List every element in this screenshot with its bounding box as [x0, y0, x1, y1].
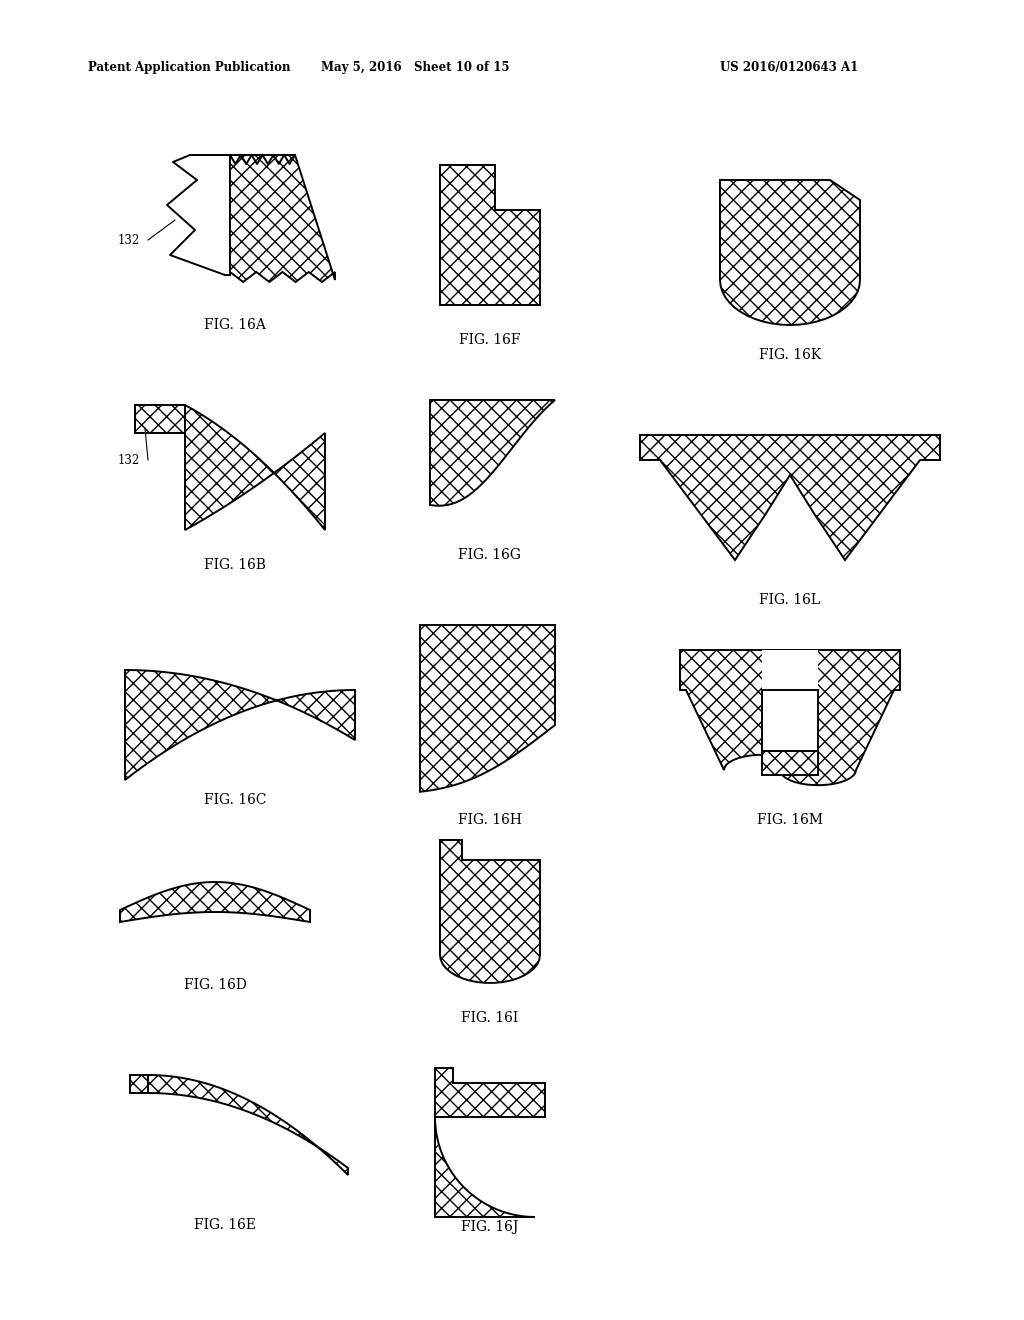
Text: FIG. 16D: FIG. 16D	[183, 978, 247, 993]
Polygon shape	[680, 649, 900, 785]
Text: FIG. 16I: FIG. 16I	[462, 1011, 518, 1026]
Polygon shape	[440, 840, 540, 983]
Text: 132: 132	[118, 234, 140, 247]
Text: FIG. 16H: FIG. 16H	[458, 813, 522, 828]
Bar	[762, 649, 818, 772]
Text: FIG. 16G: FIG. 16G	[459, 548, 521, 562]
Polygon shape	[640, 436, 940, 560]
Polygon shape	[120, 882, 310, 921]
Polygon shape	[762, 751, 818, 775]
Text: FIG. 16F: FIG. 16F	[459, 333, 521, 347]
Text: FIG. 16J: FIG. 16J	[462, 1220, 519, 1234]
Polygon shape	[720, 180, 860, 325]
Polygon shape	[130, 1074, 148, 1093]
Text: FIG. 16M: FIG. 16M	[757, 813, 823, 828]
Text: US 2016/0120643 A1: US 2016/0120643 A1	[720, 62, 858, 74]
Text: May 5, 2016   Sheet 10 of 15: May 5, 2016 Sheet 10 of 15	[321, 62, 509, 74]
Polygon shape	[420, 624, 555, 792]
Polygon shape	[440, 165, 540, 305]
Polygon shape	[435, 1068, 545, 1217]
Text: FIG. 16E: FIG. 16E	[194, 1218, 256, 1232]
Text: 132: 132	[118, 454, 140, 466]
Polygon shape	[430, 400, 555, 506]
Polygon shape	[190, 154, 335, 282]
Polygon shape	[125, 671, 355, 780]
Text: FIG. 16B: FIG. 16B	[204, 558, 266, 572]
Text: FIG. 16C: FIG. 16C	[204, 793, 266, 807]
Text: FIG. 16L: FIG. 16L	[760, 593, 820, 607]
Text: Patent Application Publication: Patent Application Publication	[88, 62, 291, 74]
Text: FIG. 16A: FIG. 16A	[204, 318, 266, 333]
Polygon shape	[148, 1074, 348, 1175]
Polygon shape	[135, 405, 185, 433]
Polygon shape	[185, 405, 325, 531]
Text: FIG. 16K: FIG. 16K	[759, 348, 821, 362]
